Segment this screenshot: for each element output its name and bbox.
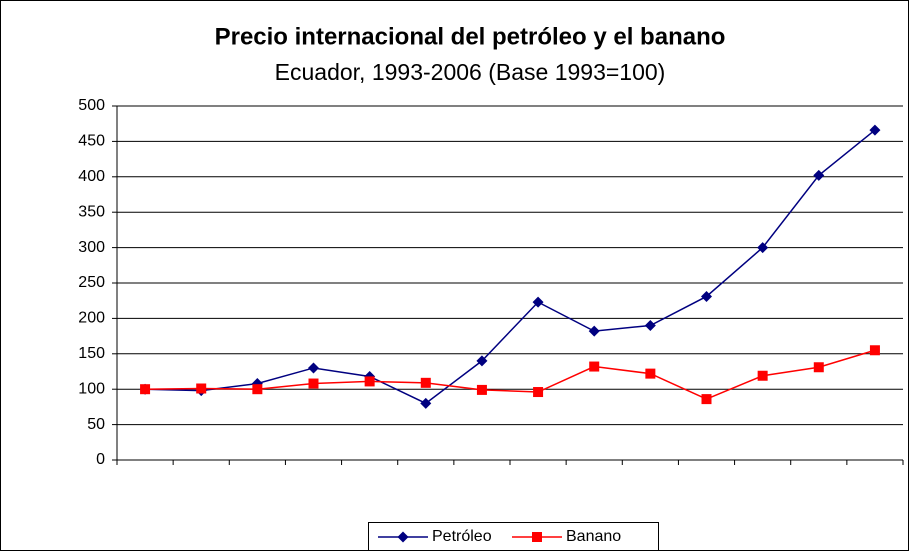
marker: [588, 325, 600, 337]
marker: [645, 368, 656, 379]
y-tick-label: 350: [78, 203, 105, 220]
legend-label: Banano: [566, 528, 621, 545]
marker: [813, 169, 825, 181]
marker: [644, 319, 656, 331]
y-tick-label: 200: [78, 310, 105, 327]
marker: [533, 387, 544, 398]
chart-title: Precio internacional del petróleo y el b…: [215, 23, 726, 50]
marker: [701, 394, 712, 405]
marker: [813, 362, 824, 373]
marker: [420, 377, 431, 388]
marker: [420, 397, 432, 409]
marker: [252, 384, 263, 395]
marker: [757, 242, 769, 254]
legend-marker: [532, 532, 542, 542]
y-tick-label: 250: [78, 274, 105, 291]
marker: [532, 296, 544, 308]
marker: [589, 361, 600, 372]
y-tick-label: 300: [78, 239, 105, 256]
marker: [869, 345, 880, 356]
y-tick-label: 50: [87, 416, 105, 433]
marker: [364, 376, 375, 387]
legend-label: Petróleo: [432, 528, 492, 545]
chart-subtitle: Ecuador, 1993-2006 (Base 1993=100): [275, 59, 666, 85]
y-tick-label: 100: [78, 380, 105, 397]
marker: [701, 290, 712, 302]
marker: [308, 378, 319, 389]
line: [145, 349, 876, 400]
marker: [196, 383, 207, 394]
marker: [308, 362, 319, 374]
y-tick-label: 400: [78, 168, 105, 185]
marker: [140, 384, 151, 395]
y-tick-label: 450: [78, 133, 105, 150]
y-tick-label: 150: [78, 345, 105, 362]
legend-marker: [397, 531, 409, 543]
marker: [476, 355, 488, 367]
y-tick-label: 0: [96, 451, 105, 468]
marker: [476, 384, 487, 395]
marker: [757, 370, 768, 381]
y-tick-label: 500: [78, 97, 105, 114]
marker: [869, 124, 881, 136]
line: [145, 129, 876, 405]
